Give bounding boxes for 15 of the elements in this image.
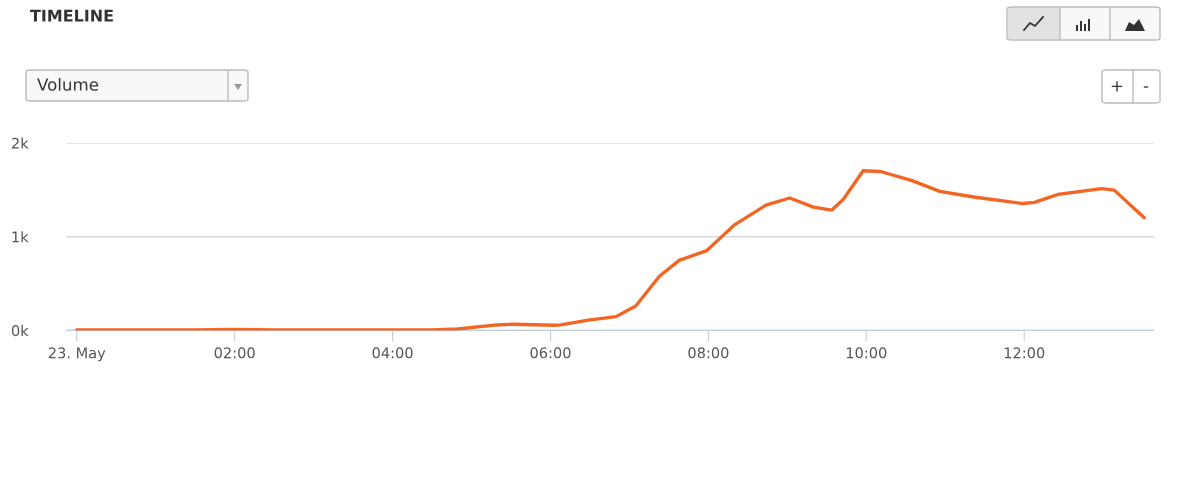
y-tick-label: 1k [12,231,29,243]
x-tick-label: 02:00 [214,347,255,359]
x-tick-label: 06:00 [530,347,571,359]
y-tick-label: 0k [11,324,29,337]
x-tick-label: 12:00 [1004,347,1045,359]
text: Volume [37,77,99,91]
text: - [1143,86,1149,88]
x-tick-label: 04:00 [372,347,413,359]
y-tick-label: 2k [12,137,29,149]
x-tick-label: 10:00 [846,347,887,359]
x-tick-label: 23. May [48,347,106,362]
x-tick-label: 08:00 [688,347,729,359]
line-series [75,169,1146,331]
text: + [1111,81,1123,92]
chart-title: TIMELINE [30,9,113,22]
